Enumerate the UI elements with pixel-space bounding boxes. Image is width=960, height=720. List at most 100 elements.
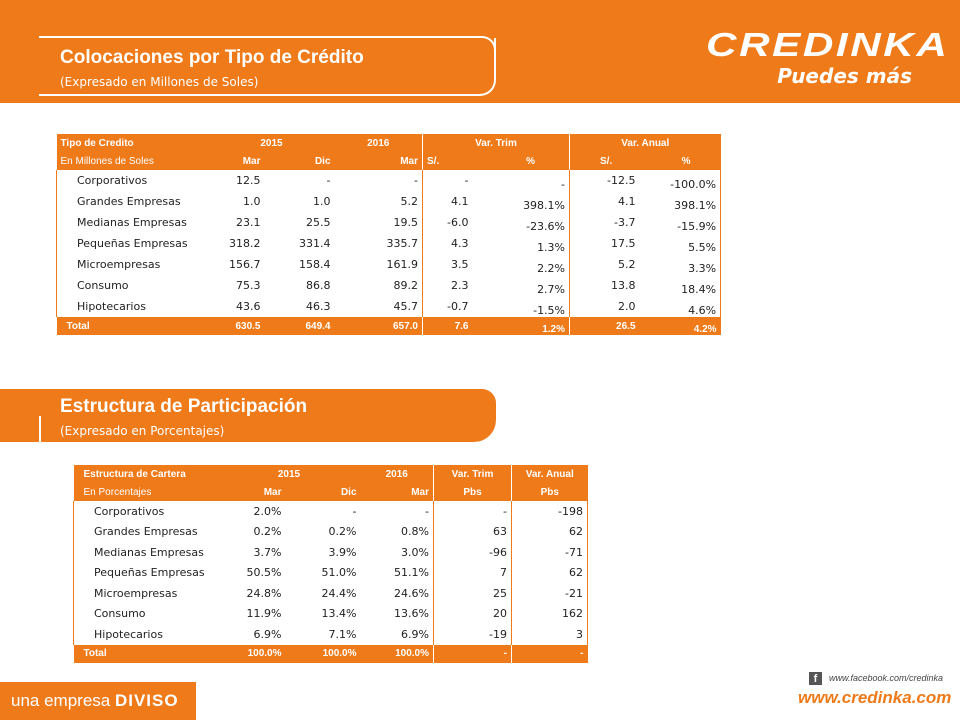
cell-var-trim-pbs: 63 — [433, 521, 512, 542]
cell-dic-2015: 13.4% — [285, 603, 361, 624]
cell-dic-2015: 25.5 — [264, 212, 335, 233]
table2-header-mar-2015: Mar — [217, 483, 286, 501]
cell-mar-2016: 0.8% — [360, 521, 434, 542]
table2-total-var-anual: - — [511, 644, 588, 663]
table-row: Medianas Empresas 23.1 25.5 19.5 -6.0 -23.6% -… — [56, 212, 722, 233]
header-label-units: En Millones de Soles — [56, 152, 209, 170]
cell-var-anual-pct: 398.1% — [639, 191, 722, 212]
header-soles-trim: S/. — [422, 152, 473, 170]
cell-var-trim-pbs: 25 — [433, 583, 512, 604]
cell-row-label: Corporativos — [73, 501, 218, 522]
cell-mar-2015: 50.5% — [217, 562, 286, 583]
cell-mar-2016: - — [334, 170, 423, 191]
cell-dic-2015: 7.1% — [285, 624, 361, 645]
cell-var-anual-pct: -15.9% — [639, 212, 722, 233]
cell-mar-2015: 23.1 — [208, 212, 265, 233]
cell-mar-2015: 11.9% — [217, 603, 286, 624]
header-var-anual: Var. Anual — [569, 134, 721, 152]
footer-brand: DIVISO — [114, 691, 179, 710]
cell-var-trim-soles: 3.5 — [422, 254, 473, 275]
cell-dic-2015: 86.8 — [264, 275, 335, 296]
cell-dic-2015: 158.4 — [264, 254, 335, 275]
cell-var-anual-pbs: -198 — [511, 501, 588, 522]
cell-dic-2015: 51.0% — [285, 562, 361, 583]
cell-mar-2015: 75.3 — [208, 275, 265, 296]
table-row: Pequeñas Empresas 50.5% 51.0% 51.1% 7 62 — [73, 562, 588, 583]
colocaciones-table: Tipo de Credito 2015 2016 Var. Trim Var.… — [56, 134, 722, 335]
cell-var-trim-pbs: 7 — [433, 562, 512, 583]
cell-mar-2015: 318.2 — [208, 233, 265, 254]
cell-var-anual-soles: 2.0 — [569, 296, 640, 317]
cell-mar-2016: 3.0% — [360, 542, 434, 563]
table2-header-pbs-trim: Pbs — [433, 483, 512, 501]
cell-dic-2015: 0.2% — [285, 521, 361, 542]
cell-mar-2015: 12.5 — [208, 170, 265, 191]
table-row: Hipotecarios 43.6 46.3 45.7 -0.7 -1.5% 2.0 4.6% — [56, 296, 722, 317]
total-var-anual-pct: 4.2% — [639, 317, 721, 335]
cell-var-anual-pct: -100.0% — [639, 170, 722, 191]
cell-var-anual-pbs: 3 — [511, 624, 588, 645]
cell-var-trim-soles: 4.1 — [422, 191, 473, 212]
table-subheader-row: En Millones de Soles Mar Dic Mar S/. % S… — [56, 152, 721, 170]
cell-mar-2016: 45.7 — [334, 296, 423, 317]
cell-mar-2016: - — [360, 501, 434, 522]
cell-var-anual-pbs: -71 — [511, 542, 588, 563]
header-year-2015: 2015 — [208, 134, 335, 152]
cell-var-trim-pct: 398.1% — [472, 191, 570, 212]
page-title: Colocaciones por Tipo de Crédito — [60, 47, 364, 68]
cell-mar-2015: 6.9% — [217, 624, 286, 645]
header-dic-2015: Dic — [264, 152, 335, 170]
logo-word: CREDINKA — [706, 26, 950, 63]
cell-var-anual-pct: 18.4% — [639, 275, 722, 296]
footer-band — [0, 682, 196, 720]
table2-header-pbs-anual: Pbs — [511, 483, 588, 501]
cell-var-anual-pbs: -21 — [511, 583, 588, 604]
total-var-anual-soles: 26.5 — [569, 317, 640, 335]
facebook-icon: f — [809, 672, 822, 685]
header-year-2016: 2016 — [334, 134, 423, 152]
cell-row-label: Grandes Empresas — [73, 521, 218, 542]
table2-header-row: Estructura de Cartera 2015 2016 Var. Tri… — [73, 465, 588, 483]
cell-mar-2016: 5.2 — [334, 191, 423, 212]
table-row: Corporativos 2.0% - - - -198 — [73, 501, 588, 522]
table-row: Consumo 75.3 86.8 89.2 2.3 2.7% 13.8 18.4% — [56, 275, 722, 296]
cell-row-label: Consumo — [73, 603, 218, 624]
section2-band — [0, 389, 496, 442]
cell-row-label: Consumo — [56, 275, 209, 296]
cell-mar-2016: 13.6% — [360, 603, 434, 624]
estructura-table: Estructura de Cartera 2015 2016 Var. Tri… — [73, 465, 588, 663]
cell-mar-2015: 0.2% — [217, 521, 286, 542]
cell-var-anual-pbs: 62 — [511, 521, 588, 542]
cell-mar-2015: 2.0% — [217, 501, 286, 522]
cell-mar-2016: 161.9 — [334, 254, 423, 275]
cell-row-label: Medianas Empresas — [56, 212, 209, 233]
table2-total-mar-2016: 100.0% — [360, 644, 434, 663]
facebook-url[interactable]: www.facebook.com/credinka — [829, 673, 944, 683]
cell-var-anual-pct: 3.3% — [639, 254, 722, 275]
section2-divider — [39, 416, 41, 442]
cell-dic-2015: 24.4% — [285, 583, 361, 604]
cell-mar-2016: 335.7 — [334, 233, 423, 254]
cell-var-trim-soles: 4.3 — [422, 233, 473, 254]
table2-header-var-anual: Var. Anual — [511, 465, 588, 483]
cell-var-anual-soles: 17.5 — [569, 233, 640, 254]
header-pct-anual: % — [639, 152, 721, 170]
cell-row-label: Corporativos — [56, 170, 209, 191]
table-row: Microempresas 156.7 158.4 161.9 3.5 2.2% 5.2 3.… — [56, 254, 722, 275]
website-link[interactable]: www.credinka.com — [798, 688, 952, 707]
table-header-row: Tipo de Credito 2015 2016 Var. Trim Var.… — [56, 134, 721, 152]
cell-dic-2015: 331.4 — [264, 233, 335, 254]
table2-total-var-trim: - — [433, 644, 512, 663]
header-label: Tipo de Credito — [56, 134, 209, 152]
cell-row-label: Microempresas — [56, 254, 209, 275]
cell-var-trim-pbs: -96 — [433, 542, 512, 563]
cell-var-anual-soles: -12.5 — [569, 170, 640, 191]
table2-header-mar-2016: Mar — [360, 483, 434, 501]
cell-mar-2015: 156.7 — [208, 254, 265, 275]
cell-var-anual-pct: 4.6% — [639, 296, 722, 317]
table2-header-year-2016: 2016 — [360, 465, 434, 483]
cell-var-anual-pbs: 162 — [511, 603, 588, 624]
section2-subtitle: (Expresado en Porcentajes) — [60, 424, 225, 438]
cell-var-anual-soles: -3.7 — [569, 212, 640, 233]
table2-total-row: Total 100.0% 100.0% 100.0% - - — [73, 644, 588, 663]
